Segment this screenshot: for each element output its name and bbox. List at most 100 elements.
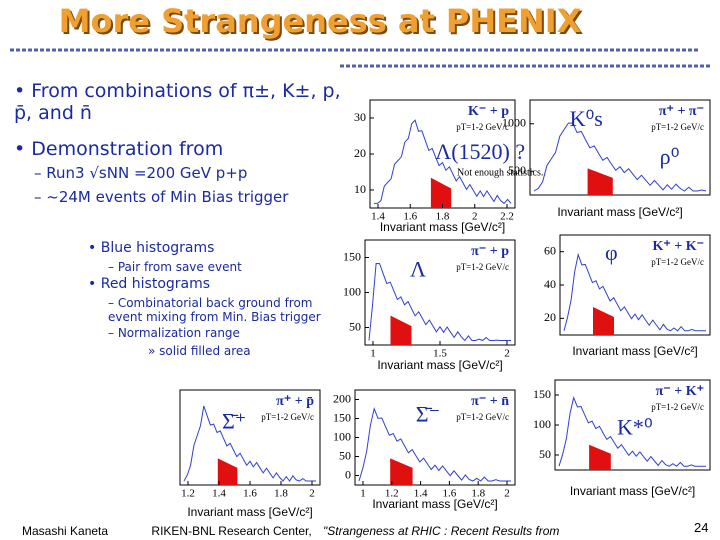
y-tick-label: 150 bbox=[533, 387, 551, 401]
sub-item: – Run3 √sNN =200 GeV p+p bbox=[34, 164, 248, 182]
x-axis-label: Invariant mass [GeV/c²] bbox=[572, 344, 697, 358]
histogram-decoration bbox=[183, 405, 316, 482]
note-text: Red histograms bbox=[100, 276, 211, 292]
footer: Masashi Kaneta RIKEN-BNL Research Center… bbox=[22, 520, 720, 538]
sub-item: – ~24M events of Min Bias trigger bbox=[34, 188, 289, 206]
y-tick-label: 0 bbox=[345, 467, 351, 481]
y-tick-label: 200 bbox=[333, 391, 351, 405]
x-tick-label: 1.8 bbox=[274, 488, 288, 500]
y-tick-label: 30 bbox=[354, 110, 366, 124]
page-number: 24 bbox=[694, 520, 709, 535]
sub-sub-list: » solid filled area bbox=[108, 344, 348, 358]
x-axis-label: Invariant mass [GeV/c²] bbox=[377, 358, 502, 372]
plot-frame bbox=[529, 99, 711, 196]
reaction: π⁻ + K⁺ bbox=[656, 384, 704, 399]
histogram-decoration bbox=[368, 262, 511, 342]
x-tick-label: 1.8 bbox=[436, 211, 450, 223]
sub-list: – Combinatorial back ground from event m… bbox=[88, 296, 348, 358]
x-tick-label: 2 bbox=[472, 211, 478, 223]
x-tick-label: 1.4 bbox=[212, 488, 226, 500]
notes: • Blue histograms – Pair from save event •… bbox=[88, 240, 348, 360]
y-tick-label: 20 bbox=[544, 310, 556, 324]
y-tick-label: 50 bbox=[339, 448, 351, 462]
y-tick-label: 150 bbox=[343, 249, 361, 263]
bullet-text: From combinations of π±, K±, p, p̄, and … bbox=[14, 80, 341, 124]
sub-text: Combinatorial back ground from event mix… bbox=[108, 296, 321, 324]
pt-range: pT=1-2 GeV/c bbox=[456, 412, 509, 422]
bullet-text: Demonstration from bbox=[31, 138, 224, 160]
particle: Σ̄⁻ bbox=[416, 402, 440, 427]
x-tick-label: 1 bbox=[360, 488, 366, 500]
x-tick-label: 1.2 bbox=[385, 488, 399, 500]
y-tick-label: 500 bbox=[508, 163, 526, 177]
x-axis-label: Invariant mass [GeV/c²] bbox=[187, 505, 312, 519]
y-tick-label: 40 bbox=[544, 277, 556, 291]
y-tick-label: 50 bbox=[349, 319, 361, 333]
particle: Σ̄⁺ bbox=[222, 408, 246, 433]
reaction: π⁺ + π⁻ bbox=[659, 104, 704, 119]
sub-text: Normalization range bbox=[117, 326, 240, 340]
pt-range: pT=1-2 GeV/c bbox=[261, 412, 314, 422]
x-axis-label: Invariant mass [GeV/c²] bbox=[557, 205, 682, 219]
x-tick-label: 1.6 bbox=[243, 488, 257, 500]
title: More Strangeness at PHENIX bbox=[58, 2, 582, 40]
histogram-decoration bbox=[374, 119, 512, 205]
pt-range: pT=1-2 GeV/c bbox=[651, 257, 704, 267]
particle: ρ⁰ bbox=[660, 144, 680, 169]
x-tick-label: 1.5 bbox=[433, 348, 447, 360]
x-tick-label: 2 bbox=[504, 348, 510, 360]
bullet: • From combinations of π±, K±, p, p̄, an… bbox=[14, 80, 341, 124]
note: • Blue histograms – Pair from save event bbox=[88, 240, 348, 274]
y-tick-label: 20 bbox=[354, 146, 366, 160]
sub-sub-item: » solid filled area bbox=[148, 344, 251, 358]
particle: K*⁰ bbox=[617, 415, 653, 440]
red-histogram-decoration bbox=[589, 444, 611, 470]
sub-item: – Combinatorial back ground from event m… bbox=[108, 296, 321, 324]
histogram-decoration bbox=[563, 252, 706, 332]
y-tick-label: 60 bbox=[544, 243, 556, 257]
x-axis-label: Invariant mass [GeV/c²] bbox=[372, 497, 497, 511]
note: Not enough statistics.. bbox=[457, 168, 546, 179]
particle: K⁰s bbox=[570, 106, 603, 131]
red-histogram-decoration bbox=[430, 177, 452, 208]
reaction: π⁺ + p̄ bbox=[276, 394, 314, 409]
sub-list: – Run3 √sNN =200 GeV p+p – ~24M events of… bbox=[14, 164, 364, 206]
x-tick-label: 1 bbox=[370, 348, 376, 360]
histogram-decoration bbox=[558, 396, 706, 467]
bullet: • Demonstration from – Run3 √sNN =200 GeV… bbox=[14, 138, 364, 206]
institute: RIKEN-BNL Research Center, bbox=[151, 524, 312, 538]
x-tick-label: 2 bbox=[504, 488, 510, 500]
reaction: K⁻ + p bbox=[468, 104, 509, 119]
reaction: K⁺ + K⁻ bbox=[652, 239, 704, 254]
particle: Λ(1520) ? bbox=[435, 139, 525, 164]
sub-text: Pair from save event bbox=[117, 260, 242, 274]
x-tick-label: 1.2 bbox=[181, 488, 195, 500]
red-histogram-decoration bbox=[390, 315, 412, 345]
pt-range: pT=1-2 GeV/c bbox=[456, 122, 509, 132]
talk: "Strangeness at RHIC : Recent Results fr… bbox=[323, 524, 560, 538]
x-tick-label: 1.4 bbox=[371, 211, 385, 223]
y-tick-label: 150 bbox=[333, 410, 351, 424]
red-histogram-decoration bbox=[390, 458, 413, 485]
sub-item: – Pair from save event bbox=[108, 260, 242, 274]
reaction: π⁻ + p bbox=[471, 244, 509, 259]
histogram-decoration bbox=[358, 407, 511, 482]
y-tick-label: 100 bbox=[343, 284, 361, 298]
red-histogram-decoration bbox=[217, 458, 238, 485]
x-axis-label: Invariant mass [GeV/c²] bbox=[570, 484, 695, 498]
author: Masashi Kaneta bbox=[22, 524, 109, 538]
y-tick-label: 50 bbox=[539, 447, 551, 461]
reaction: π⁻ + n̄ bbox=[471, 394, 509, 409]
x-tick-label: 2 bbox=[309, 488, 315, 500]
sub-list: – Pair from save event bbox=[88, 260, 348, 274]
note-text: Blue histograms bbox=[100, 240, 215, 256]
y-tick-label: 100 bbox=[333, 429, 351, 443]
red-histogram-decoration bbox=[587, 168, 613, 195]
bullets: • From combinations of π±, K±, p, p̄, an… bbox=[14, 80, 364, 220]
y-tick-label: 100 bbox=[533, 417, 551, 431]
x-tick-label: 1.6 bbox=[443, 488, 457, 500]
pt-range: pT=1-2 GeV/c bbox=[456, 262, 509, 272]
y-tick-label: 10 bbox=[354, 182, 366, 196]
histogram-decoration bbox=[533, 122, 707, 192]
particle: Λ bbox=[410, 257, 426, 282]
